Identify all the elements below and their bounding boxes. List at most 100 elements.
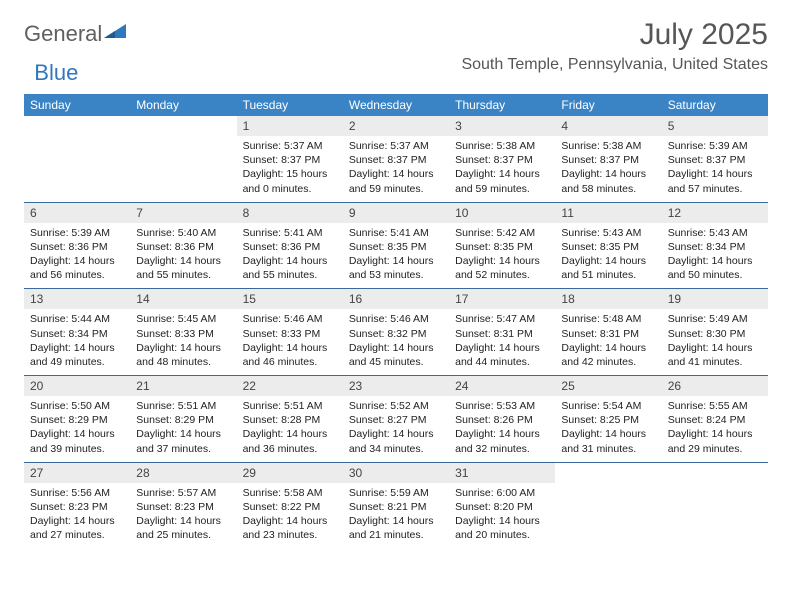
day-info: Sunrise: 5:41 AMSunset: 8:36 PMDaylight:… (237, 223, 343, 289)
calendar-day-cell: 31Sunrise: 6:00 AMSunset: 8:20 PMDayligh… (449, 463, 555, 549)
daylight-text: Daylight: 14 hours and 20 minutes. (455, 514, 549, 542)
day-number: 2 (343, 116, 449, 136)
calendar-week-row: 6Sunrise: 5:39 AMSunset: 8:36 PMDaylight… (24, 203, 768, 290)
day-info: Sunrise: 5:55 AMSunset: 8:24 PMDaylight:… (662, 396, 768, 462)
sunset-text: Sunset: 8:24 PM (668, 413, 762, 427)
sunset-text: Sunset: 8:29 PM (136, 413, 230, 427)
daylight-text: Daylight: 14 hours and 48 minutes. (136, 341, 230, 369)
day-info: Sunrise: 5:47 AMSunset: 8:31 PMDaylight:… (449, 309, 555, 375)
daylight-text: Daylight: 14 hours and 34 minutes. (349, 427, 443, 455)
day-info: Sunrise: 5:44 AMSunset: 8:34 PMDaylight:… (24, 309, 130, 375)
sunset-text: Sunset: 8:36 PM (136, 240, 230, 254)
calendar-day-cell: 28Sunrise: 5:57 AMSunset: 8:23 PMDayligh… (130, 463, 236, 549)
day-info: Sunrise: 5:51 AMSunset: 8:28 PMDaylight:… (237, 396, 343, 462)
logo: General (24, 18, 126, 50)
sunrise-text: Sunrise: 5:51 AM (243, 399, 337, 413)
calendar-day-cell (130, 116, 236, 202)
day-info: Sunrise: 5:46 AMSunset: 8:33 PMDaylight:… (237, 309, 343, 375)
day-number: 7 (130, 203, 236, 223)
daylight-text: Daylight: 14 hours and 52 minutes. (455, 254, 549, 282)
daylight-text: Daylight: 14 hours and 44 minutes. (455, 341, 549, 369)
daylight-text: Daylight: 14 hours and 32 minutes. (455, 427, 549, 455)
day-info: Sunrise: 5:38 AMSunset: 8:37 PMDaylight:… (555, 136, 661, 202)
day-number: 27 (24, 463, 130, 483)
calendar-day-cell: 9Sunrise: 5:41 AMSunset: 8:35 PMDaylight… (343, 203, 449, 289)
day-info: Sunrise: 5:53 AMSunset: 8:26 PMDaylight:… (449, 396, 555, 462)
sunrise-text: Sunrise: 5:45 AM (136, 312, 230, 326)
calendar-day-cell: 3Sunrise: 5:38 AMSunset: 8:37 PMDaylight… (449, 116, 555, 202)
day-number: 10 (449, 203, 555, 223)
day-number: 5 (662, 116, 768, 136)
sunset-text: Sunset: 8:35 PM (561, 240, 655, 254)
calendar-grid: Sunday Monday Tuesday Wednesday Thursday… (24, 94, 768, 548)
sunrise-text: Sunrise: 5:52 AM (349, 399, 443, 413)
day-info: Sunrise: 5:39 AMSunset: 8:36 PMDaylight:… (24, 223, 130, 289)
sunrise-text: Sunrise: 5:38 AM (455, 139, 549, 153)
sunrise-text: Sunrise: 5:38 AM (561, 139, 655, 153)
calendar-day-cell: 20Sunrise: 5:50 AMSunset: 8:29 PMDayligh… (24, 376, 130, 462)
daylight-text: Daylight: 14 hours and 21 minutes. (349, 514, 443, 542)
sunset-text: Sunset: 8:21 PM (349, 500, 443, 514)
day-number: 25 (555, 376, 661, 396)
weekday-header: Thursday (449, 94, 555, 116)
calendar-week-row: 1 Sunrise: 5:37 AM Sunset: 8:37 PM Daylight… (24, 116, 768, 203)
sunset-text: Sunset: 8:25 PM (561, 413, 655, 427)
sunset-text: Sunset: 8:26 PM (455, 413, 549, 427)
sunset-text: Sunset: 8:35 PM (349, 240, 443, 254)
day-info: Sunrise: 5:38 AMSunset: 8:37 PMDaylight:… (449, 136, 555, 202)
day-info: Sunrise: 5:57 AMSunset: 8:23 PMDaylight:… (130, 483, 236, 549)
sunset-text: Sunset: 8:37 PM (668, 153, 762, 167)
day-number: 17 (449, 289, 555, 309)
calendar-day-cell: 27Sunrise: 5:56 AMSunset: 8:23 PMDayligh… (24, 463, 130, 549)
day-number: 11 (555, 203, 661, 223)
calendar-day-cell: 23Sunrise: 5:52 AMSunset: 8:27 PMDayligh… (343, 376, 449, 462)
calendar-day-cell: 14Sunrise: 5:45 AMSunset: 8:33 PMDayligh… (130, 289, 236, 375)
day-info: Sunrise: 5:48 AMSunset: 8:31 PMDaylight:… (555, 309, 661, 375)
day-number: 24 (449, 376, 555, 396)
day-number: 26 (662, 376, 768, 396)
daylight-text: Daylight: 14 hours and 31 minutes. (561, 427, 655, 455)
sunrise-text: Sunrise: 5:57 AM (136, 486, 230, 500)
daylight-text: Daylight: 14 hours and 59 minutes. (455, 167, 549, 195)
calendar-day-cell: 4Sunrise: 5:38 AMSunset: 8:37 PMDaylight… (555, 116, 661, 202)
calendar-day-cell: 5Sunrise: 5:39 AMSunset: 8:37 PMDaylight… (662, 116, 768, 202)
calendar-week-row: 27 Sunrise: 5:56 AMSunset: 8:23 PM Dayligh… (24, 463, 768, 549)
sunrise-text: Sunrise: 5:37 AM (243, 139, 337, 153)
weekday-header: Friday (555, 94, 661, 116)
calendar-day-cell (24, 116, 130, 202)
calendar-day-cell: 1Sunrise: 5:37 AMSunset: 8:37 PMDaylight… (237, 116, 343, 202)
daylight-text: Daylight: 15 hours and 0 minutes. (243, 167, 337, 195)
day-number: 18 (555, 289, 661, 309)
sunset-text: Sunset: 8:23 PM (30, 500, 124, 514)
sunset-text: Sunset: 8:37 PM (349, 153, 443, 167)
sunrise-text: Sunrise: 5:43 AM (561, 226, 655, 240)
day-info: Sunrise: 5:41 AMSunset: 8:35 PMDaylight:… (343, 223, 449, 289)
day-info: Sunrise: 5:42 AMSunset: 8:35 PMDaylight:… (449, 223, 555, 289)
sunset-text: Sunset: 8:36 PM (243, 240, 337, 254)
sunrise-text: Sunrise: 5:59 AM (349, 486, 443, 500)
calendar-day-cell: 16Sunrise: 5:46 AMSunset: 8:32 PMDayligh… (343, 289, 449, 375)
day-number: 1 (237, 116, 343, 136)
sunrise-text: Sunrise: 5:39 AM (668, 139, 762, 153)
sunrise-text: Sunrise: 5:56 AM (30, 486, 124, 500)
calendar-day-cell: 10Sunrise: 5:42 AMSunset: 8:35 PMDayligh… (449, 203, 555, 289)
day-number: 3 (449, 116, 555, 136)
calendar-day-cell: 15Sunrise: 5:46 AMSunset: 8:33 PMDayligh… (237, 289, 343, 375)
title-block: July 2025 South Temple, Pennsylvania, Un… (461, 18, 768, 74)
sunrise-text: Sunrise: 5:50 AM (30, 399, 124, 413)
calendar-day-cell: 24Sunrise: 5:53 AMSunset: 8:26 PMDayligh… (449, 376, 555, 462)
sunrise-text: Sunrise: 5:44 AM (30, 312, 124, 326)
calendar-day-cell: 6Sunrise: 5:39 AMSunset: 8:36 PMDaylight… (24, 203, 130, 289)
sunset-text: Sunset: 8:29 PM (30, 413, 124, 427)
day-number: 12 (662, 203, 768, 223)
calendar-week-row: 13Sunrise: 5:44 AMSunset: 8:34 PMDayligh… (24, 289, 768, 376)
day-number: 29 (237, 463, 343, 483)
daylight-text: Daylight: 14 hours and 29 minutes. (668, 427, 762, 455)
calendar-day-cell: 2Sunrise: 5:37 AMSunset: 8:37 PMDaylight… (343, 116, 449, 202)
day-info: Sunrise: 5:51 AMSunset: 8:29 PMDaylight:… (130, 396, 236, 462)
daylight-text: Daylight: 14 hours and 42 minutes. (561, 341, 655, 369)
weekday-header: Tuesday (237, 94, 343, 116)
sunrise-text: Sunrise: 5:42 AM (455, 226, 549, 240)
sunset-text: Sunset: 8:22 PM (243, 500, 337, 514)
calendar-day-cell: 22Sunrise: 5:51 AMSunset: 8:28 PMDayligh… (237, 376, 343, 462)
